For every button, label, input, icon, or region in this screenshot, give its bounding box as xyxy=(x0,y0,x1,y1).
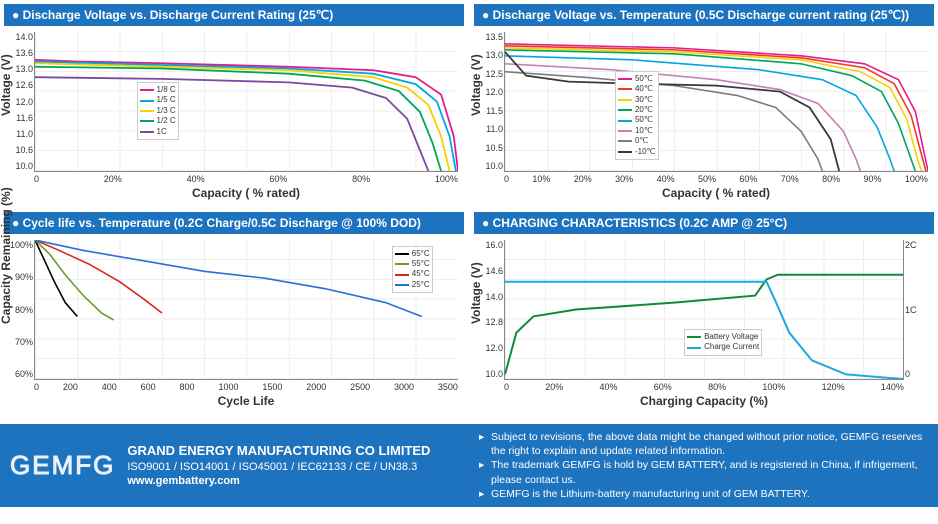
chart-3-plot: 100%90%80%70%60% 65°C55°C45°C25°C xyxy=(34,240,458,380)
footer: GEMFG GRAND ENERGY MANUFACTURING CO LIMI… xyxy=(0,424,938,507)
panel-charging: ● CHARGING CHARACTERISTICS (0.2C AMP @ 2… xyxy=(474,212,934,414)
cert-line: ISO9001 / ISO14001 / ISO45001 / IEC62133… xyxy=(127,460,430,474)
footer-note: Subject to revisions, the above data mig… xyxy=(491,430,928,458)
footer-note: GEMFG is the Lithium-battery manufacturi… xyxy=(491,487,928,501)
chart-4-wrap: Voltage (V) 16.014.614.012.812.010.0 2C1… xyxy=(474,234,934,414)
title-bar-1: ● Discharge Voltage vs. Discharge Curren… xyxy=(4,4,464,26)
footer-note: The trademark GEMFG is hold by GEM BATTE… xyxy=(491,458,928,486)
title-bar-3: ● Cycle life vs. Temperature (0.2C Charg… xyxy=(4,212,464,234)
title-bar-4: ● CHARGING CHARACTERISTICS (0.2C AMP @ 2… xyxy=(474,212,934,234)
logo: GEMFG xyxy=(10,450,115,481)
chart-2-wrap: Voltage (V) 13.513.012.512.011.511.010.5… xyxy=(474,26,934,206)
chart-2-plot: 13.513.012.512.011.511.010.510.0 50℃40℃3… xyxy=(504,32,928,172)
chart-4-plot: 16.014.614.012.812.010.0 2C1C0 Battery V… xyxy=(504,240,904,380)
title-bar-2: ● Discharge Voltage vs. Temperature (0.5… xyxy=(474,4,934,26)
company-name: GRAND ENERGY MANUFACTURING CO LIMITED xyxy=(127,443,430,460)
chart-2-xlabel: Capacity ( % rated) xyxy=(504,186,928,200)
chart-1-wrap: Voltage (V) 14.013.613.012.612.011.611.0… xyxy=(4,26,464,206)
chart-1-plot: 14.013.613.012.612.011.611.010.610.0 1/8… xyxy=(34,32,458,172)
charts-grid: ● Discharge Voltage vs. Discharge Curren… xyxy=(0,0,938,424)
chart-1-xlabel: Capacity ( % rated) xyxy=(34,186,458,200)
panel-discharge-vs-current: ● Discharge Voltage vs. Discharge Curren… xyxy=(4,4,464,206)
chart-4-xlabel: Charging Capacity (%) xyxy=(504,394,904,408)
footer-notes: Subject to revisions, the above data mig… xyxy=(469,424,938,507)
panel-cycle-life: ● Cycle life vs. Temperature (0.2C Charg… xyxy=(4,212,464,414)
website: www.gembattery.com xyxy=(127,474,430,488)
chart-3-wrap: Capacity Remaining (%) 100%90%80%70%60% … xyxy=(4,234,464,414)
chart-2-legend: 50℃40℃30℃20℃50℃10℃0℃-10℃ xyxy=(615,71,659,160)
chart-3-xlabel: Cycle Life xyxy=(34,394,458,408)
chart-1-legend: 1/8 C1/5 C1/3 C1/2 C1C xyxy=(137,82,179,140)
chart-4-legend: Battery VoltageCharge Current xyxy=(684,329,762,356)
panel-discharge-vs-temp: ● Discharge Voltage vs. Temperature (0.5… xyxy=(474,4,934,206)
chart-3-legend: 65°C55°C45°C25°C xyxy=(392,246,433,294)
